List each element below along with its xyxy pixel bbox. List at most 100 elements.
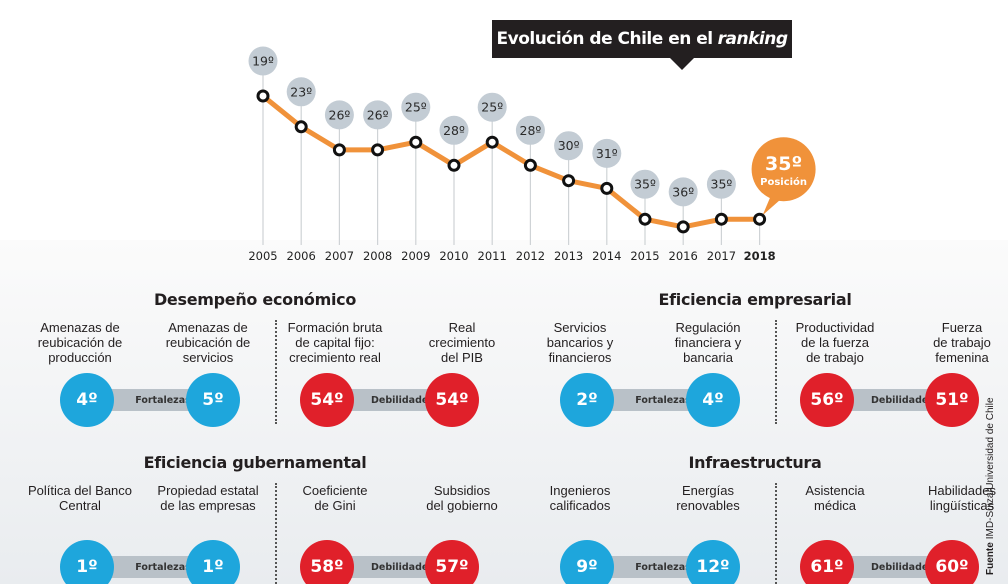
- indicator-label: Habilidades lingüísticas: [902, 483, 1008, 513]
- x-tick-label: 2016: [669, 249, 698, 263]
- indicator-label-line: del PIB: [441, 350, 483, 365]
- section-eficiencia-empresarial: Eficiencia empresarial Fortalezas Servicio…: [520, 280, 991, 427]
- indicator-label-line: Formación bruta: [287, 320, 383, 335]
- weakness-rank-badge: 61º: [800, 540, 854, 584]
- indicator-label: Energías renovables: [648, 483, 768, 513]
- indicator-label-line: femenina: [935, 350, 989, 365]
- indicator-label: Amenazas de reubicación de servicios: [148, 320, 268, 365]
- rank-label: 30º: [558, 138, 580, 153]
- section-infraestructura: Infraestructura Fortalezas Ingenieros calif…: [520, 443, 996, 584]
- indicator-label-line: financieros: [548, 350, 612, 365]
- data-point: [256, 89, 270, 103]
- weakness-rank-badge: 54º: [300, 373, 354, 427]
- indicator-label-line: Regulación: [675, 320, 741, 335]
- data-point: [409, 135, 423, 149]
- indicator-label-line: Propiedad estatal: [157, 483, 259, 498]
- data-point: [600, 181, 614, 195]
- x-tick-label: 2017: [707, 249, 736, 263]
- x-tick-label: 2008: [363, 249, 392, 263]
- indicator-label-line: reubicación de: [165, 335, 251, 350]
- rank-label: 28º: [520, 123, 542, 138]
- indicator-label: Formación bruta de capital fijo: crecimien…: [275, 320, 395, 365]
- strength-rank-badge: 2º: [560, 373, 614, 427]
- data-point: [523, 158, 537, 172]
- indicator-label-line: Amenazas de: [168, 320, 248, 335]
- section-desempe-o-econ-mico: Desempeño económico Fortalezas Amenazas de…: [20, 280, 495, 427]
- indicator-label-line: crecimiento real: [289, 350, 381, 365]
- indicator-label-line: lingüísticas: [929, 498, 995, 513]
- indicator-label-line: servicios: [182, 350, 234, 365]
- rank-label: 23º: [290, 84, 312, 99]
- section-eficiencia-gubernamental: Eficiencia gubernamental Fortalezas Políti…: [20, 443, 498, 584]
- highlight-bubble: [751, 137, 816, 202]
- rank-bubble: [515, 115, 545, 145]
- x-tick-label: 2009: [401, 249, 430, 263]
- rank-bubble: [363, 100, 393, 130]
- weakness-rank-badge: 60º: [925, 540, 979, 584]
- rank-bubble: [706, 169, 736, 199]
- indicator-label-line: de la fuerza: [801, 335, 869, 350]
- section-title: Eficiencia empresarial: [658, 290, 852, 309]
- strength-rank-badge: 9º: [560, 540, 614, 584]
- indicator-label-line: Real: [448, 320, 476, 335]
- section-divider: [275, 483, 277, 584]
- rank-bubble: [248, 46, 278, 76]
- x-tick-label: 2018: [744, 249, 776, 263]
- rank-bubble: [554, 131, 584, 161]
- indicator-label: Coeficiente de Gini: [275, 483, 395, 513]
- highlight-rank: 35º: [765, 153, 802, 175]
- x-tick-label: 2005: [248, 249, 277, 263]
- indicator-label-line: Amenazas de: [40, 320, 120, 335]
- weakness-rank-badge: 56º: [800, 373, 854, 427]
- indicator-label-line: Ingenieros: [549, 483, 611, 498]
- rank-label: 26º: [329, 107, 351, 122]
- section-title: Desempeño económico: [153, 290, 357, 309]
- rank-label: 36º: [672, 184, 694, 199]
- indicator-label-line: de trabajo: [933, 335, 991, 350]
- indicator-label-line: calificados: [549, 498, 611, 513]
- rank-label: 28º: [443, 123, 465, 138]
- indicator-label-line: reubicación de: [37, 335, 123, 350]
- indicator-label: Ingenieros calificados: [520, 483, 640, 513]
- indicator-label: Fuerza de trabajo femenina: [902, 320, 1008, 365]
- indicator-label-line: del gobierno: [426, 498, 498, 513]
- x-tick-label: 2013: [554, 249, 583, 263]
- section-divider: [275, 320, 277, 424]
- data-point: [294, 120, 308, 134]
- x-tick-label: 2007: [325, 249, 354, 263]
- weakness-rank-badge: 51º: [925, 373, 979, 427]
- indicator-label-line: de Gini: [314, 498, 356, 513]
- indicator-label: Regulación financiera y bancaria: [648, 320, 768, 365]
- rank-label: 26º: [367, 107, 389, 122]
- weakness-rank-badge: 57º: [425, 540, 479, 584]
- x-tick-label: 2011: [478, 249, 507, 263]
- ranking-line-chart: 2005 2006 2007 2008 2009 2010 2011 2012 2013 2014…: [248, 46, 816, 263]
- indicator-label: Asistencia médica: [775, 483, 895, 513]
- indicator-label-line: Subsidios: [433, 483, 491, 498]
- section-title: Eficiencia gubernamental: [143, 453, 367, 472]
- indicator-label-line: de trabajo: [806, 350, 864, 365]
- data-point: [753, 212, 767, 226]
- rank-bubble: [477, 92, 507, 122]
- strength-rank-badge: 5º: [186, 373, 240, 427]
- rank-bubble: [324, 100, 354, 130]
- indicator-label-line: Energías: [681, 483, 735, 498]
- indicator-label-line: Servicios: [553, 320, 607, 335]
- data-point: [485, 135, 499, 149]
- chart-title: Evolución de Chile en el ranking: [492, 20, 792, 58]
- indicator-label-line: bancaria: [683, 350, 733, 365]
- indicator-label-line: Productividad: [795, 320, 875, 335]
- indicator-label-line: de las empresas: [160, 498, 256, 513]
- rank-bubble: [592, 138, 622, 168]
- x-tick-label: 2006: [287, 249, 316, 263]
- indicator-label-line: renovables: [676, 498, 740, 513]
- data-point: [447, 158, 461, 172]
- rank-label: 35º: [711, 177, 733, 192]
- strength-rank-badge: 1º: [186, 540, 240, 584]
- indicator-label-line: Asistencia: [805, 483, 865, 498]
- indicator-label: Servicios bancarios y financieros: [520, 320, 640, 365]
- indicator-label: Amenazas de reubicación de producción: [20, 320, 140, 365]
- indicator-label-line: crecimiento: [428, 335, 496, 350]
- indicator-label: Política del Banco Central: [20, 483, 140, 513]
- indicator-label: Real crecimiento del PIB: [402, 320, 522, 365]
